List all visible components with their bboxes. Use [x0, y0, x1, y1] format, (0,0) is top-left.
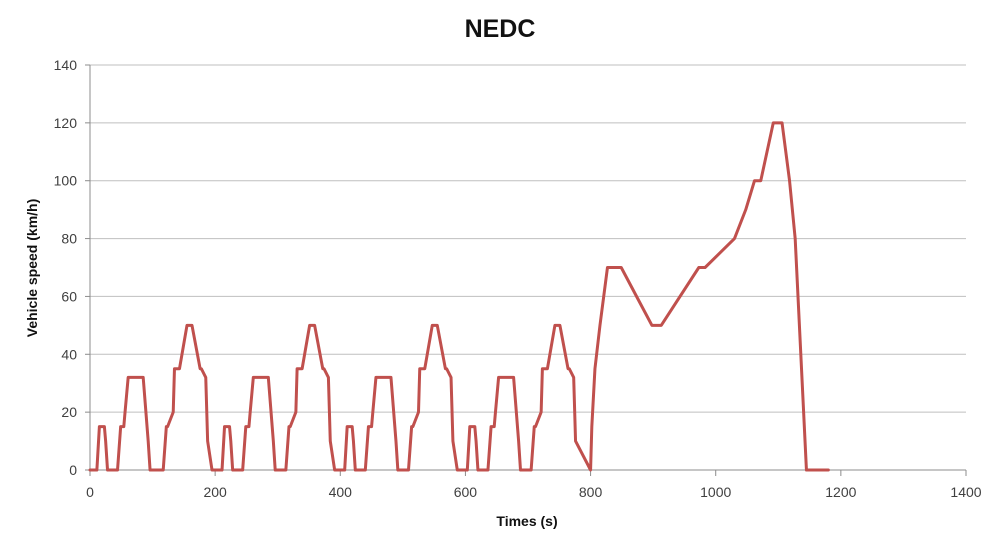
y-axis-title: Vehicle speed (km/h) [24, 199, 40, 338]
x-tick-label: 600 [454, 484, 478, 500]
y-tick-label: 140 [54, 57, 78, 73]
series-layer [88, 121, 830, 472]
y-tick-labels: 0 20 40 60 80 100 120 140 [54, 57, 78, 478]
chart-title: NEDC [465, 15, 536, 43]
x-tick-label: 400 [329, 484, 353, 500]
y-tick-label: 0 [69, 462, 77, 478]
x-axis-title: Times (s) [496, 513, 557, 529]
x-tick-label: 800 [579, 484, 603, 500]
axes [89, 65, 966, 471]
x-tick-labels: 0 200 400 600 800 1000 1200 1400 [86, 484, 982, 500]
series-line-1 [88, 121, 830, 472]
x-tick-label: 1000 [700, 484, 731, 500]
y-tick-label: 40 [61, 346, 77, 362]
tick-marks [85, 64, 967, 476]
x-tick-label: 200 [203, 484, 227, 500]
y-tick-label: 20 [61, 404, 77, 420]
y-tick-label: 120 [54, 115, 78, 131]
x-tick-label: 0 [86, 484, 94, 500]
x-tick-label: 1200 [825, 484, 856, 500]
y-tick-label: 80 [61, 231, 77, 247]
y-tick-label: 100 [54, 173, 78, 189]
x-tick-label: 1400 [950, 484, 981, 500]
y-tick-label: 60 [61, 288, 77, 304]
grid-lines [90, 64, 966, 413]
